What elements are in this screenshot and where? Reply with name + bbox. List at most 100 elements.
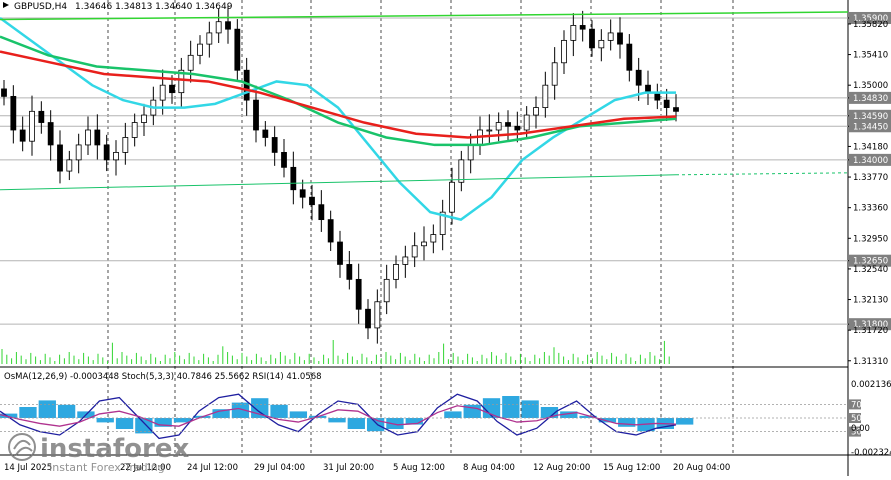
candle[interactable]: [38, 101, 45, 134]
candle[interactable]: [187, 40, 194, 83]
time-axis-label: 24 Jul 12:00: [187, 463, 238, 473]
candle[interactable]: [449, 167, 455, 225]
candle[interactable]: [570, 13, 577, 57]
candle[interactable]: [290, 151, 297, 205]
indicator-axis-label: 50: [851, 414, 862, 424]
osma-bar: [289, 411, 308, 418]
candle[interactable]: [411, 232, 418, 268]
price-tick-label: 1.35900: [853, 14, 888, 24]
bear-candle-body: [318, 204, 325, 221]
time-axis[interactable]: 14 Jul 2025 22 Jul 12:00 24 Jul 12:00 29 Ju…: [4, 463, 730, 473]
candle[interactable]: [318, 190, 325, 232]
candle[interactable]: [393, 255, 399, 289]
candle[interactable]: [598, 29, 605, 62]
candle[interactable]: [141, 103, 147, 136]
candle[interactable]: [551, 47, 558, 100]
candle[interactable]: [542, 71, 549, 118]
candle[interactable]: [663, 88, 670, 122]
candle[interactable]: [122, 122, 129, 165]
candle[interactable]: [262, 121, 269, 147]
osma-bar: [560, 411, 578, 418]
candles[interactable]: [1, 6, 679, 344]
bull-candle-body: [206, 32, 213, 45]
candle[interactable]: [197, 35, 203, 65]
candle[interactable]: [458, 150, 465, 192]
candle[interactable]: [57, 130, 63, 184]
candle[interactable]: [439, 199, 446, 251]
candle[interactable]: [337, 230, 343, 278]
bear-candle-body: [579, 25, 586, 30]
candle[interactable]: [617, 17, 623, 59]
candle[interactable]: [10, 85, 17, 144]
candle[interactable]: [346, 250, 353, 290]
price-tick-label: 1.32650: [853, 257, 888, 267]
rsi-line: [0, 405, 677, 427]
candle[interactable]: [374, 289, 381, 344]
candle[interactable]: [430, 224, 437, 254]
osma-bar: [328, 418, 346, 423]
candle[interactable]: [281, 138, 287, 178]
candle[interactable]: [505, 110, 511, 142]
bull-candle-body: [178, 69, 185, 94]
price-level-tag[interactable]: [849, 91, 891, 104]
candle[interactable]: [113, 140, 119, 176]
candle[interactable]: [103, 134, 110, 172]
trend-lines[interactable]: [0, 11, 849, 191]
candle[interactable]: [299, 179, 306, 209]
candle[interactable]: [234, 19, 241, 82]
candle[interactable]: [215, 8, 222, 43]
price-level-tag[interactable]: [849, 254, 891, 267]
bull-candle-body: [523, 114, 530, 131]
bear-candle-body: [617, 32, 623, 45]
candle[interactable]: [327, 210, 334, 251]
candle[interactable]: [66, 150, 73, 181]
candle[interactable]: [579, 10, 586, 42]
candle[interactable]: [383, 264, 390, 315]
price-level-tag[interactable]: [849, 11, 891, 24]
candle[interactable]: [94, 114, 101, 160]
candle[interactable]: [206, 21, 213, 58]
upper-trend-line[interactable]: [0, 11, 849, 21]
candle[interactable]: [309, 184, 315, 221]
price-level-tag[interactable]: [849, 109, 891, 122]
candle[interactable]: [29, 95, 35, 156]
candle[interactable]: [607, 19, 614, 51]
candle[interactable]: [75, 133, 82, 174]
bull-candle-body: [570, 25, 577, 41]
candle[interactable]: [514, 111, 521, 143]
candle[interactable]: [365, 299, 371, 340]
candle[interactable]: [178, 57, 185, 109]
collapse-arrow-icon[interactable]: [3, 2, 9, 8]
candle[interactable]: [19, 116, 26, 152]
candle[interactable]: [253, 85, 259, 143]
bear-candle-body: [94, 129, 101, 146]
candle[interactable]: [355, 263, 362, 324]
bear-candle-body: [47, 122, 54, 146]
bear-candle-body: [10, 95, 17, 131]
candle[interactable]: [486, 114, 493, 145]
lower-trend-line[interactable]: [0, 174, 677, 191]
candle[interactable]: [85, 116, 91, 156]
candle[interactable]: [533, 96, 539, 129]
candle[interactable]: [402, 245, 409, 278]
candle[interactable]: [1, 79, 7, 106]
candle[interactable]: [271, 126, 278, 166]
price-level-tag[interactable]: [849, 120, 891, 133]
osma-bar: [676, 418, 694, 425]
price-level-tag[interactable]: [849, 153, 891, 166]
candle[interactable]: [421, 226, 427, 261]
candle[interactable]: [561, 30, 567, 74]
bear-candle-body: [253, 99, 259, 131]
candle[interactable]: [589, 20, 595, 57]
price-tick-label: 1.34830: [853, 94, 888, 104]
stochastic-line: [0, 393, 677, 440]
candle[interactable]: [626, 34, 633, 82]
candle[interactable]: [225, 6, 231, 44]
candle[interactable]: [47, 110, 54, 161]
price-level-tag[interactable]: [849, 318, 891, 331]
bull-candle-body: [29, 110, 35, 142]
candle[interactable]: [131, 113, 138, 147]
